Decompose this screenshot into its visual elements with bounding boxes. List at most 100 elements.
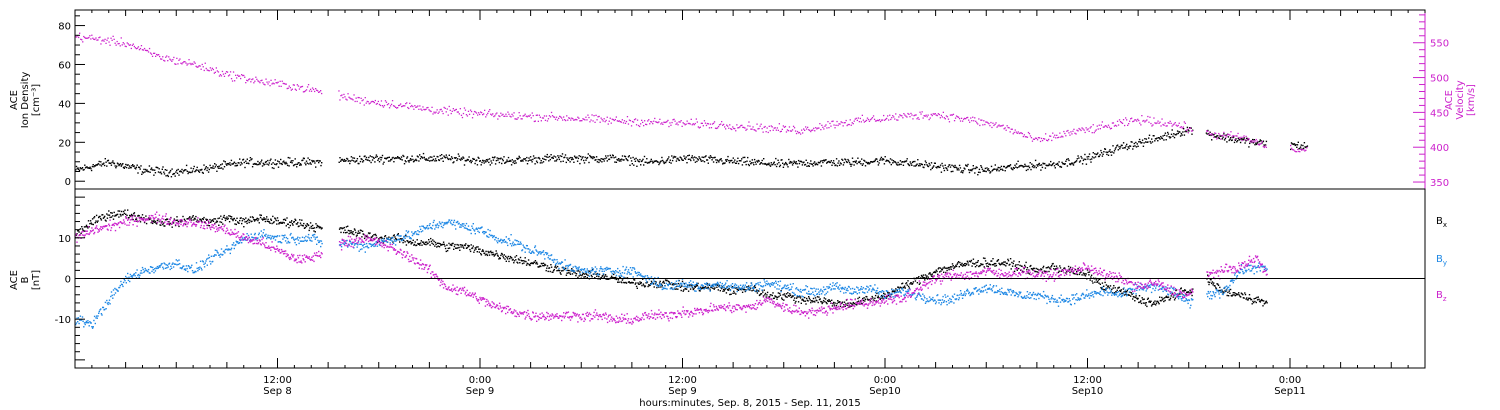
data-point [245, 217, 247, 219]
data-point [139, 168, 141, 170]
data-point [1081, 274, 1083, 276]
data-point [1077, 267, 1079, 270]
data-point [1017, 131, 1019, 133]
data-point [248, 221, 250, 224]
data-point [716, 284, 719, 286]
data-point [1233, 294, 1235, 296]
data-point [996, 126, 998, 128]
data-point [266, 216, 268, 218]
data-point [1062, 136, 1064, 138]
data-point [421, 230, 424, 232]
data-point [651, 160, 653, 162]
data-point [1160, 137, 1163, 139]
data-point [599, 278, 601, 280]
data-point [188, 217, 190, 219]
data-point [129, 280, 131, 283]
data-point [940, 171, 943, 173]
data-point [348, 160, 350, 162]
data-point [102, 217, 105, 219]
data-point [1212, 134, 1214, 136]
data-point [1157, 140, 1159, 142]
data-point [1033, 267, 1035, 270]
data-point [91, 165, 94, 168]
data-point [1057, 137, 1059, 139]
data-point [406, 102, 408, 104]
data-point [523, 114, 525, 117]
data-point [908, 287, 910, 289]
data-point [1244, 142, 1246, 144]
data-point [396, 107, 398, 109]
data-point [91, 34, 93, 36]
data-point [280, 242, 283, 244]
data-point [257, 237, 259, 239]
data-point [1054, 134, 1056, 136]
data-point [615, 161, 618, 163]
data-point [1255, 143, 1258, 146]
data-point [267, 218, 269, 221]
data-point [1074, 132, 1076, 134]
data-point [126, 42, 128, 44]
data-point [778, 295, 780, 298]
data-point [511, 159, 513, 161]
data-point [395, 240, 397, 242]
data-point [693, 124, 695, 126]
data-point [1002, 263, 1004, 266]
data-point [797, 301, 800, 303]
data-point [114, 287, 116, 290]
data-point [615, 116, 617, 118]
data-point [1207, 281, 1209, 283]
data-point [767, 163, 769, 166]
data-point [1149, 301, 1151, 303]
data-point [571, 117, 573, 119]
data-point [120, 210, 123, 213]
data-point [98, 37, 100, 39]
data-point [190, 167, 192, 169]
data-point [381, 105, 384, 107]
data-point [232, 162, 235, 165]
data-point [286, 237, 289, 240]
data-point [237, 241, 239, 243]
data-point [889, 158, 892, 160]
data-point [419, 225, 421, 228]
data-point [570, 158, 573, 161]
data-point [171, 263, 173, 265]
data-point [576, 156, 578, 158]
data-point [834, 302, 836, 304]
data-point [1034, 137, 1037, 139]
data-point [350, 230, 352, 232]
data-point [688, 122, 690, 125]
data-point [367, 232, 370, 234]
data-point [88, 167, 91, 169]
data-point [387, 160, 390, 162]
data-point [682, 159, 684, 161]
data-point [827, 300, 829, 303]
data-point [693, 156, 696, 158]
data-point [773, 297, 775, 299]
data-point [403, 235, 406, 238]
data-point [776, 298, 778, 300]
data-point [116, 162, 119, 164]
data-point [338, 244, 341, 246]
data-point [283, 82, 285, 85]
data-point [104, 308, 106, 311]
data-point [535, 160, 538, 162]
data-point [517, 117, 519, 119]
data-point [468, 113, 471, 115]
data-point [423, 156, 425, 159]
data-point [486, 253, 488, 255]
data-point [1210, 133, 1212, 136]
data-point [645, 123, 647, 125]
data-point [1037, 165, 1039, 167]
data-point [705, 155, 707, 157]
data-point [313, 160, 315, 162]
data-point [128, 165, 131, 167]
data-point [687, 155, 689, 157]
data-point [138, 215, 140, 217]
data-point [1148, 137, 1150, 139]
data-point [1297, 141, 1299, 143]
data-point [852, 123, 854, 125]
data-point [365, 158, 367, 161]
data-point [668, 156, 670, 158]
data-point [845, 303, 847, 305]
data-point [269, 222, 271, 224]
